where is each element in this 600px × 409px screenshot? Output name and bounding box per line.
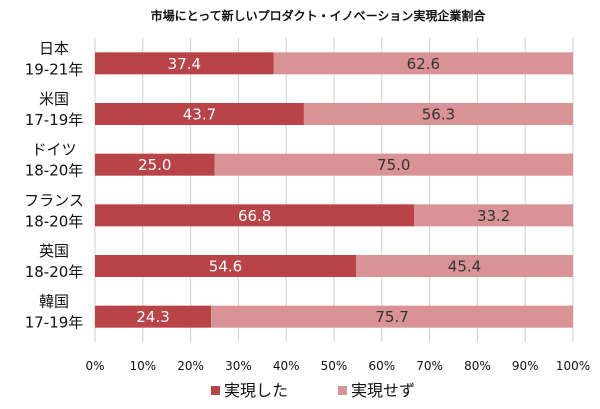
data-label: 37.4 [168,55,201,73]
x-tick-label: 10% [129,359,156,373]
data-label: 75.0 [377,156,410,174]
bar-not-realized [214,153,573,176]
category-label: 19-21年 [25,60,84,78]
gridlines [94,38,574,342]
bars: 37.4 62.6 43.7 56.3 25.0 75.0 66.8 33.2 54.6 45.4… [95,52,574,328]
x-tick-label: 0% [85,359,104,373]
bar-not-realized [303,103,573,125]
bar-not-realized [211,305,574,328]
data-label: 56.3 [422,106,455,124]
category-label: 17-19年 [25,314,84,332]
category-label: 18-20年 [25,263,84,281]
bar-not-realized [355,255,573,277]
legend: 実現した 実現せず [211,381,415,400]
category-label: 韓国 [39,293,69,311]
data-label: 62.6 [407,55,440,73]
bar-realized [95,305,212,328]
category-label: 18-20年 [25,212,84,230]
bar-realized [95,103,304,125]
x-tick-label: 50% [321,359,348,373]
x-tick-label: 30% [225,359,252,373]
x-tick-label: 40% [273,359,300,373]
x-tick-label: 100% [556,359,590,373]
chart-title: 市場にとって新しいプロダクト・イノベーション実現企業割合 [151,8,487,23]
data-label: 24.3 [136,308,169,326]
category-label: 日本 [39,39,69,57]
data-label: 75.7 [375,308,408,326]
legend-label: 実現せず [351,381,415,400]
category-label: ドイツ [31,141,76,159]
data-label: 43.7 [183,106,216,124]
category-label: 英国 [39,242,69,260]
data-label: 33.2 [477,207,510,225]
data-label: 54.6 [209,258,242,276]
x-tick-label: 60% [368,359,395,373]
legend-swatch [211,386,220,395]
data-label: 66.8 [238,207,271,225]
category-label: フランス [24,191,84,209]
bar-not-realized [414,204,573,227]
bar-realized [95,52,274,75]
x-tick-label: 80% [464,359,491,373]
legend-swatch [338,386,347,395]
bar-realized [95,255,356,277]
category-label: 18-20年 [25,162,84,180]
data-label: 25.0 [138,156,171,174]
bar-realized [95,153,215,176]
x-tick-label: 90% [512,359,539,373]
x-tick-label: 70% [416,359,443,373]
data-label: 45.4 [448,258,481,276]
x-tick-label: 20% [177,359,204,373]
legend-label: 実現した [224,381,288,400]
x-axis-ticks: 0% 10% 20% 30% 40% 50% 60% 70% 80% 90% 100% [85,359,590,373]
bar-realized [95,204,415,227]
category-label: 米国 [39,90,69,108]
bar-not-realized [273,52,573,75]
category-label: 17-19年 [25,111,84,129]
